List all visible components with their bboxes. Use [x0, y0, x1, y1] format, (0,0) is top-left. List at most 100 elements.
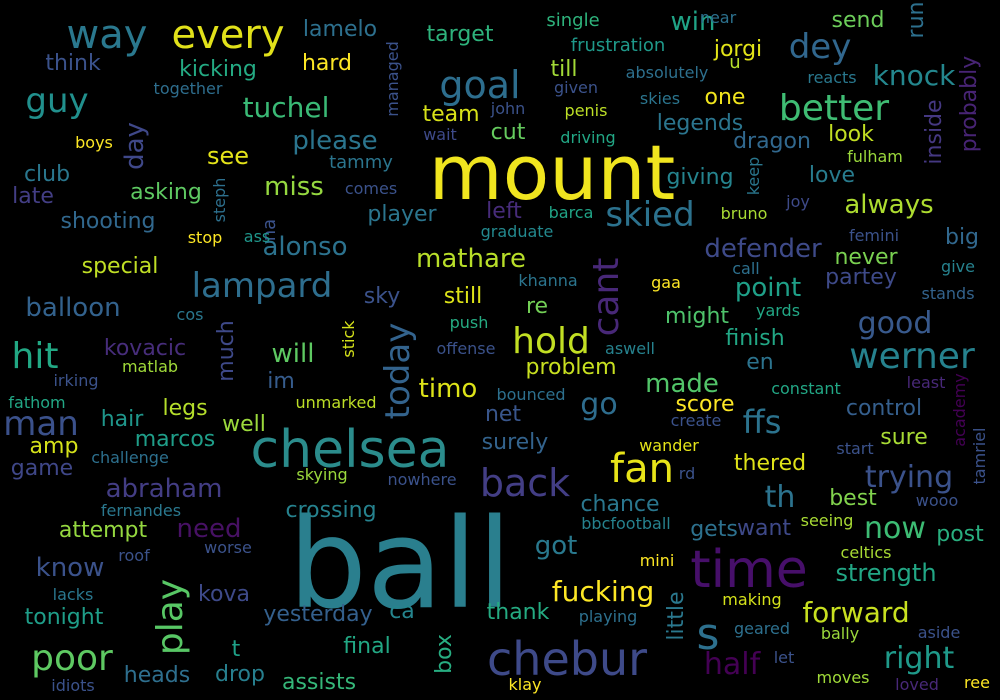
word: bally — [820, 624, 860, 643]
word: inside — [922, 99, 947, 165]
word: single — [546, 10, 600, 31]
word: ca — [389, 599, 415, 624]
word: graduate — [480, 222, 554, 241]
word: frustration — [570, 35, 666, 56]
word: tammy — [329, 152, 393, 173]
word: legends — [656, 111, 744, 136]
word: fernandes — [100, 501, 182, 520]
word: cut — [490, 120, 526, 145]
word: near — [699, 8, 737, 27]
word: asking — [130, 180, 202, 205]
word: mount — [428, 128, 676, 217]
word: better — [778, 88, 890, 129]
word: target — [426, 22, 494, 47]
word: fan — [610, 446, 674, 492]
word: final — [343, 634, 391, 659]
word: alonso — [262, 232, 348, 262]
word: hair — [100, 407, 144, 432]
word: need — [176, 514, 242, 544]
word: chebur — [486, 632, 648, 686]
word: unmarked — [295, 393, 377, 412]
word: every — [171, 12, 285, 58]
word: constant — [771, 379, 841, 398]
word: kova — [198, 582, 250, 607]
word: one — [704, 85, 746, 110]
word: irking — [53, 371, 99, 390]
word: today — [378, 322, 418, 420]
word: run — [904, 1, 929, 39]
word: play — [150, 578, 191, 656]
word: way — [66, 12, 148, 58]
word: academy — [950, 373, 969, 447]
word: challenge — [91, 448, 169, 467]
word: thered — [733, 451, 807, 476]
word: celtics — [840, 543, 892, 562]
word: en — [746, 350, 774, 375]
word: stands — [921, 284, 975, 303]
word: tonight — [24, 605, 104, 630]
word: push — [449, 313, 489, 332]
word: love — [808, 163, 856, 188]
word: post — [936, 522, 984, 547]
word: box — [432, 634, 457, 674]
word: marcos — [134, 427, 216, 452]
word: shooting — [60, 209, 156, 234]
word: lamelo — [302, 17, 378, 42]
word: joy — [786, 192, 810, 211]
word: together — [153, 79, 223, 98]
word: goal — [439, 63, 521, 107]
word: gaa — [651, 273, 681, 292]
word: please — [292, 126, 378, 156]
word: go — [580, 387, 618, 422]
word: dragon — [733, 129, 811, 154]
word: aside — [917, 623, 961, 642]
word: u — [729, 52, 741, 73]
word: kovacic — [103, 336, 187, 361]
word: giving — [666, 165, 734, 190]
word: good — [857, 306, 933, 341]
word: yards — [755, 301, 801, 320]
word: absolutely — [625, 63, 709, 82]
word: driving — [560, 128, 616, 147]
word: ass — [243, 227, 271, 246]
word: legs — [162, 396, 208, 421]
word: day — [120, 122, 150, 170]
word: lampard — [191, 266, 333, 306]
word: create — [670, 411, 722, 430]
word: send — [831, 8, 885, 33]
word: little — [664, 591, 689, 641]
word: poor — [31, 638, 113, 679]
word: mathare — [416, 244, 526, 274]
word: drop — [215, 662, 265, 687]
word: till — [550, 57, 578, 82]
word: right — [883, 641, 955, 676]
word: surely — [481, 430, 549, 455]
word: least — [906, 373, 946, 392]
word: hold — [512, 321, 590, 362]
word: steph — [210, 177, 229, 223]
word: crossing — [285, 498, 377, 523]
word: score — [675, 392, 735, 417]
word: cos — [176, 305, 204, 324]
word: finish — [725, 326, 785, 351]
word: forward — [802, 596, 910, 629]
word: fathom — [8, 393, 66, 412]
word: look — [828, 122, 874, 147]
word: thank — [486, 600, 550, 625]
word: rd — [678, 464, 696, 483]
word: heads — [123, 663, 191, 688]
word: werner — [849, 336, 975, 377]
word: managed — [383, 41, 402, 117]
word: fucking — [551, 575, 655, 608]
word: reacts — [807, 68, 857, 87]
word: attempt — [58, 518, 148, 543]
word: see — [206, 142, 250, 170]
word: making — [722, 590, 782, 609]
word: femini — [848, 226, 900, 245]
word: bbcfootball — [581, 514, 671, 533]
word: much — [214, 320, 239, 382]
word: probably — [957, 55, 982, 153]
word: bruno — [720, 204, 768, 223]
word: problem — [525, 355, 617, 380]
